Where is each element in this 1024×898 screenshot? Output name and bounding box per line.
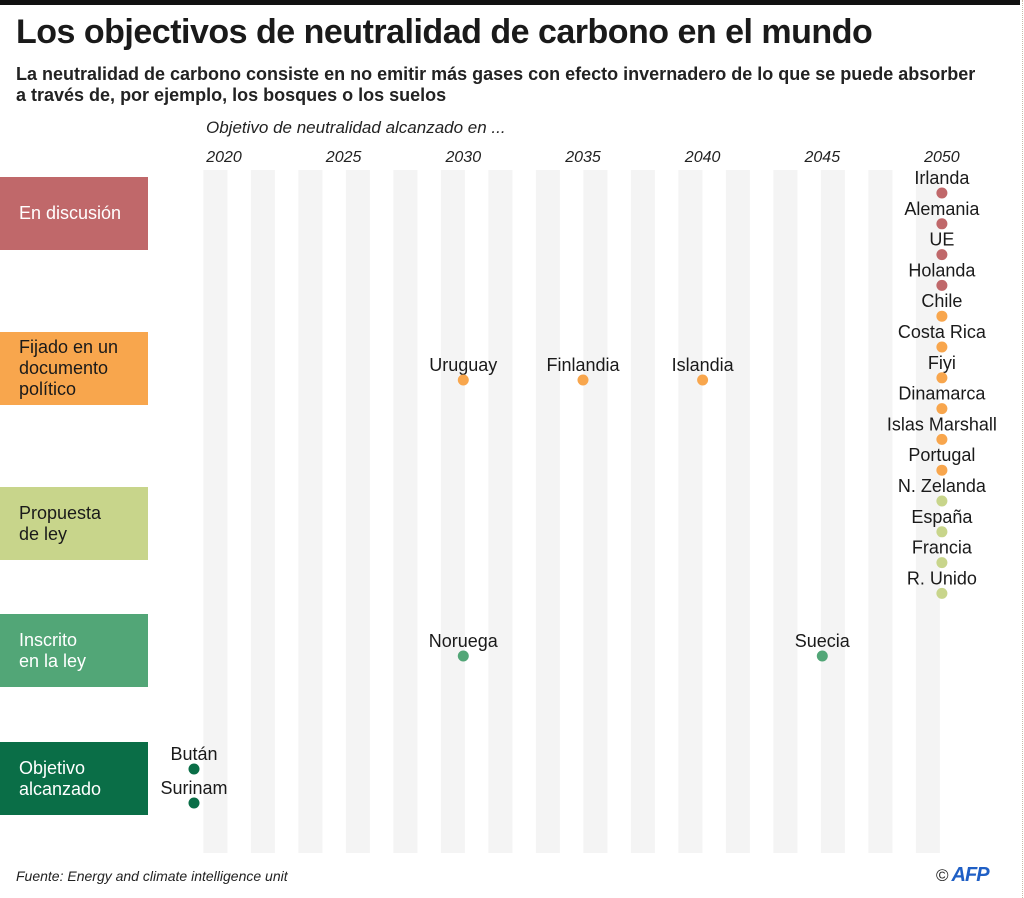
x-axis-label: Objetivo de neutralidad alcanzado en ... [206,118,506,137]
point-label: Portugal [908,445,975,465]
x-tick-label: 2030 [445,149,482,166]
data-point [936,372,948,384]
x-tick-label: 2040 [684,149,721,166]
x-tick-label: 2025 [325,149,362,166]
data-point [188,763,200,775]
category-label-line: Fijado en un [19,337,119,357]
grid-band [298,170,323,853]
grid-band [535,170,560,853]
point-label: Costa Rica [898,322,987,342]
category-label-line: Propuesta [19,502,102,523]
grid-band [583,170,608,853]
category-label-line: político [19,379,77,399]
data-point [936,341,948,353]
data-point [936,218,948,230]
point-label: Finlandia [546,355,620,375]
grid-band [488,170,513,853]
category-label-propuesta: Propuesta de ley [0,487,148,560]
copyright-symbol: © [936,865,949,885]
source-note: Fuente: Energy and climate intelligence … [16,868,288,884]
data-point [457,650,469,662]
category-label-alcanzado: Objetivo alcanzado [0,742,148,815]
category-label-text: En discusión [19,203,122,223]
data-point [936,310,948,322]
point-label: Uruguay [429,355,497,375]
data-point [936,249,948,261]
grid-band [440,170,465,853]
grid-band [820,170,845,853]
category-label-line: Inscrito [19,629,78,650]
grid-band [915,170,940,853]
grid-band [393,170,418,853]
x-tick-label: 2035 [564,149,601,166]
category-label-line: alcanzado [19,778,102,799]
grid-band [250,170,275,853]
page-title: Los objectivos de neutralidad de carbono… [16,13,873,51]
point-label: Suecia [795,631,851,651]
grid-band [725,170,750,853]
category-label-documento: Fijado en un documento político [0,332,148,405]
x-tick-label: 2050 [923,149,960,166]
category-label-line: Objetivo [19,757,86,778]
category-label-line: documento [19,358,109,378]
data-point [936,495,948,507]
data-point [936,526,948,538]
category-label-text: Propuesta de ley [19,503,101,545]
grid-band [203,170,228,853]
point-label: Alemania [904,199,980,219]
data-point [936,187,948,199]
category-label-line: en la ley [19,650,87,671]
data-point [936,403,948,415]
data-point [936,464,948,476]
category-label-text: Fijado en un documento político [19,337,118,400]
point-label: Holanda [908,260,976,280]
top-bar [0,0,1020,5]
grid-band [630,170,655,853]
data-point [936,557,948,569]
afp-logo: © AFP [936,864,990,887]
point-label: Fiyi [928,353,956,373]
data-point [697,374,709,386]
category-label-line: de ley [19,523,68,544]
data-point [188,797,200,809]
data-point [936,279,948,291]
data-point [936,587,948,599]
category-label-text: Objetivo alcanzado [19,758,101,800]
grid-band [868,170,893,853]
point-label: Noruega [429,631,499,651]
category-label-inscrito: Inscrito en la ley [0,614,148,687]
category-label-discusion: En discusión [0,177,148,250]
grid-band [345,170,370,853]
page-subtitle: La neutralidad de carbono consiste en no… [16,64,976,105]
category-label-text: Inscrito en la ley [19,630,86,672]
point-label: Irlanda [914,168,970,188]
data-point [457,374,469,386]
data-point [577,374,589,386]
point-label: Chile [921,291,962,311]
point-label: N. Zelanda [898,476,987,496]
point-label: Francia [912,538,973,558]
grid-band [678,170,703,853]
edge-divider [1022,0,1023,898]
point-label: España [911,507,973,527]
afp-logo-text: AFP [951,864,990,886]
point-label: R. Unido [907,568,977,588]
point-label: UE [929,230,954,250]
x-tick-label: 2045 [804,149,841,166]
data-point [936,433,948,445]
point-label: Bután [170,744,217,764]
point-label: Surinam [160,778,227,798]
x-tick-label: 2020 [205,149,242,166]
data-point [816,650,828,662]
point-label: Islandia [672,355,735,375]
point-label: Dinamarca [898,384,986,404]
grid-band [773,170,798,853]
point-label: Islas Marshall [887,414,997,434]
